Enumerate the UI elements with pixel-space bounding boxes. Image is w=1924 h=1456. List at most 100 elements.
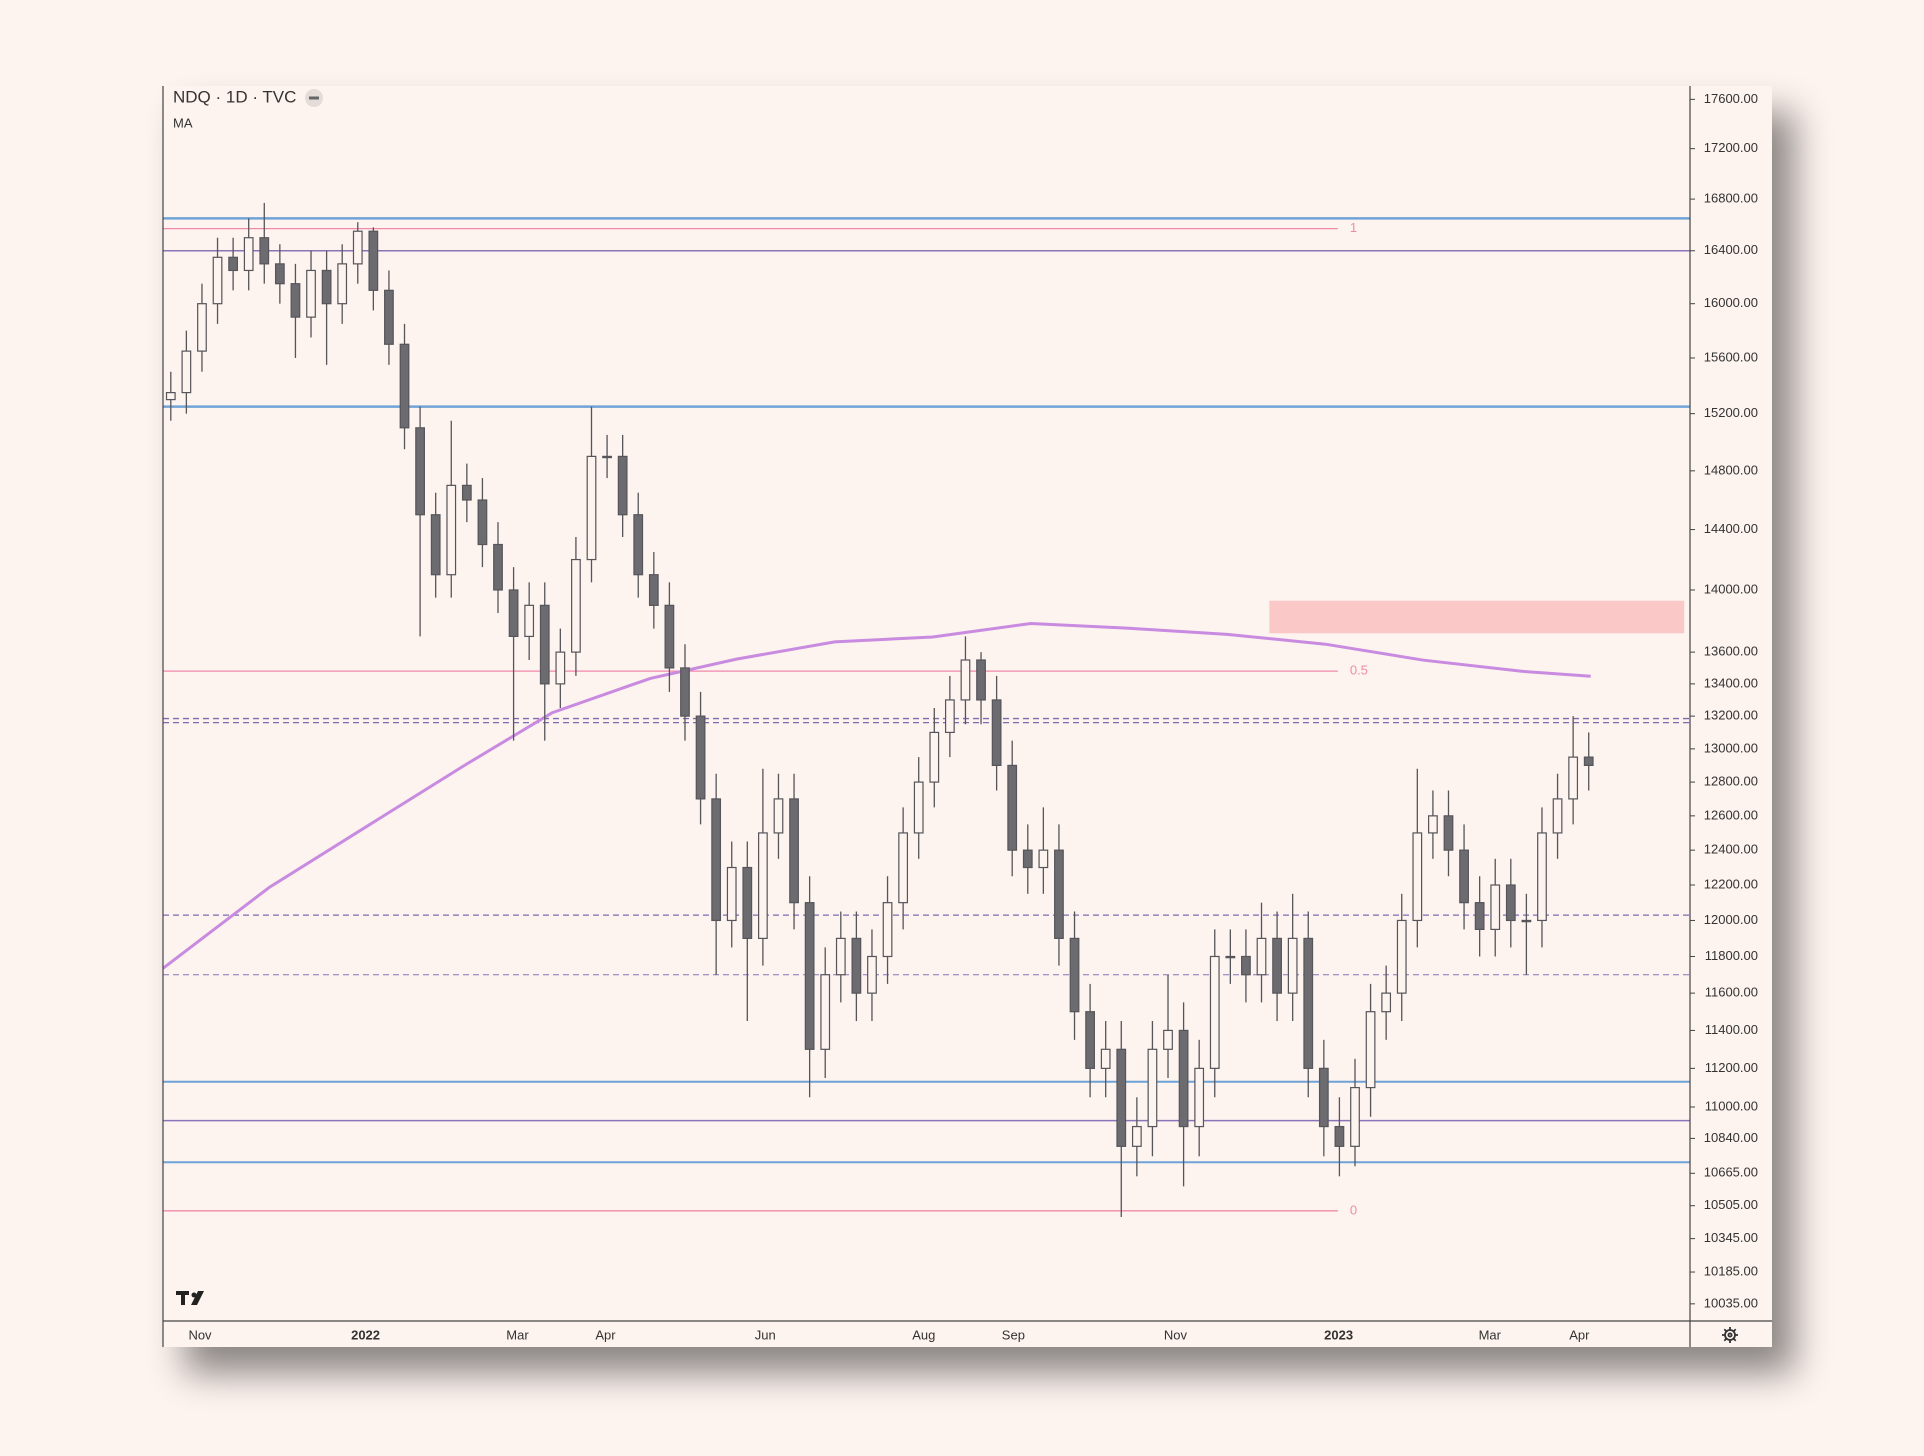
y-tick-label: 14800.00 (1704, 462, 1758, 477)
candle-body (960, 659, 971, 701)
candle-body (1131, 1125, 1142, 1147)
candle-body (399, 343, 410, 429)
y-tick-label: 12400.00 (1704, 842, 1758, 857)
candle-body (461, 484, 472, 501)
candle-body (944, 699, 955, 734)
candle-body (1365, 1011, 1376, 1089)
candle-body (212, 256, 223, 305)
x-tick-label: Aug (912, 1327, 935, 1342)
candle-body (571, 558, 581, 653)
candle-body (524, 604, 535, 638)
candle-body (1100, 1048, 1111, 1069)
candle-body (789, 798, 799, 904)
y-tick-label: 15200.00 (1704, 405, 1758, 420)
candle-body (321, 269, 332, 305)
candle-body (352, 230, 363, 265)
y-tick-label: 10035.00 (1704, 1295, 1758, 1310)
x-tick-label: Apr (1569, 1327, 1590, 1342)
y-tick-label: 10665.00 (1704, 1165, 1758, 1180)
x-tick-label: Jun (755, 1327, 776, 1342)
x-tick-label: Mar (506, 1327, 529, 1342)
y-tick-label: 15600.00 (1704, 349, 1758, 364)
candle-body (867, 955, 877, 994)
candle-body (1007, 764, 1018, 851)
x-tick-label: Mar (1479, 1327, 1502, 1342)
candle-body (758, 832, 768, 939)
settings-gear[interactable] (1722, 1327, 1738, 1343)
candle-body (742, 866, 753, 939)
candle-body (181, 350, 192, 394)
candle-body (1256, 937, 1267, 976)
y-tick-label: 10505.00 (1704, 1197, 1758, 1212)
y-tick-label: 11200.00 (1705, 1060, 1758, 1075)
candle-body (1225, 955, 1236, 959)
candle-body (555, 651, 566, 685)
candle-body (1459, 849, 1469, 904)
y-tick-label: 16800.00 (1704, 191, 1758, 206)
y-tick-label: 14400.00 (1704, 521, 1758, 536)
x-tick-label: Apr (595, 1327, 616, 1342)
candle-body (1350, 1086, 1360, 1147)
x-tick-label: Sep (1002, 1327, 1025, 1342)
candle-body (259, 237, 270, 265)
candle-body (711, 798, 722, 922)
candle-body (680, 667, 690, 717)
candle-body (586, 455, 597, 561)
fib-label: 0 (1350, 1202, 1357, 1217)
y-tick-label: 13200.00 (1704, 708, 1758, 723)
candle-body (1521, 919, 1532, 923)
y-tick-label: 16400.00 (1704, 242, 1758, 257)
fib-label: 1 (1350, 220, 1357, 235)
candle-body (1178, 1029, 1189, 1128)
moving-average (162, 621, 1591, 970)
candle-body (1303, 937, 1314, 1069)
candle-body (602, 455, 612, 459)
chart-card (163, 86, 1772, 1347)
candle-body (898, 832, 909, 904)
candle-body (1209, 955, 1220, 1069)
y-tick-label: 12000.00 (1704, 912, 1758, 927)
candle-body (976, 659, 986, 701)
candle-body (648, 574, 659, 606)
candle-body (508, 589, 519, 638)
candle-body (415, 427, 425, 516)
candle-body (1022, 849, 1033, 869)
indicator-label: MA (173, 115, 193, 130)
y-tick-label: 11600.00 (1705, 985, 1758, 1000)
candle-body (1194, 1067, 1205, 1128)
candle-body (539, 604, 550, 685)
candle-body (1583, 756, 1594, 767)
candle-body (1428, 815, 1438, 834)
candle-body (446, 484, 457, 576)
candle-body (165, 392, 176, 401)
y-tick-label: 10185.00 (1704, 1263, 1758, 1278)
candle-body (851, 937, 862, 994)
candle-body (1069, 937, 1080, 1013)
x-tick-label: Nov (1164, 1327, 1188, 1342)
y-tick-label: 11000.00 (1705, 1098, 1758, 1113)
y-tick-label: 11800.00 (1705, 948, 1758, 963)
candle-body (695, 715, 706, 800)
symbol-title: NDQ · 1D · TVC (173, 87, 296, 106)
x-tick-label: 2023 (1324, 1327, 1353, 1342)
candle-body (1241, 955, 1251, 976)
candle-body (1163, 1029, 1173, 1050)
candle-body (1287, 937, 1298, 994)
candle-body (1318, 1067, 1329, 1128)
y-tick-label: 12600.00 (1704, 807, 1758, 822)
candle-body (1474, 902, 1485, 931)
candle-body (1272, 937, 1282, 994)
candle-body (477, 499, 488, 546)
candle-body (726, 866, 737, 922)
candle-body (1038, 849, 1049, 869)
candle-body (1116, 1048, 1127, 1147)
y-tick-label: 17200.00 (1704, 140, 1758, 155)
collapse-icon (309, 96, 319, 100)
candle-body (1147, 1048, 1158, 1128)
plot-area: 10.50 (162, 202, 1690, 1217)
tv-logo (176, 1291, 204, 1305)
candle-body (368, 230, 379, 291)
candle-body (337, 263, 348, 305)
